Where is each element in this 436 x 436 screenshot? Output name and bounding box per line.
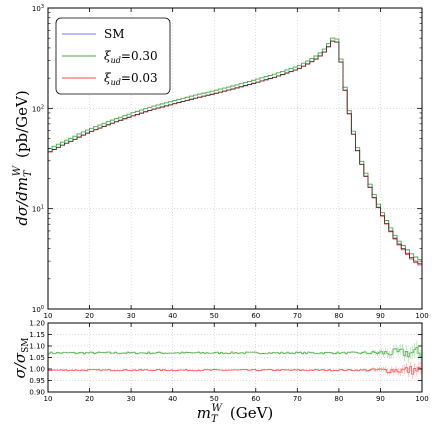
ratio-x-tick-label: 100	[415, 395, 428, 403]
ratio-y-axis-title-sub: SM	[21, 338, 31, 353]
ratio-y-axis-title-main: σ/σ	[11, 352, 29, 378]
ratio-x-tick-label: 10	[44, 395, 53, 403]
main-y-tick-label: 101	[32, 205, 44, 214]
ratio-x-ticks: 10 20 30 40 50 60 70 80 90 100	[44, 323, 429, 403]
ratio-y-tick-label: 1.05	[29, 354, 45, 362]
main-y-tick-base: 10	[32, 5, 41, 13]
legend-label-xi-030: ξud=0.30	[104, 49, 158, 65]
main-x-ticks: 10 20 30 40 50 60 70 80 90 100	[44, 8, 429, 320]
main-y-tick-exp: 2	[41, 104, 44, 110]
legend-label-xi-003-sym: ξ	[104, 71, 112, 85]
main-y-tick-exp: 0	[41, 305, 44, 311]
main-x-tick-label: 70	[293, 312, 302, 320]
main-y-axis-title-sub: T	[23, 169, 34, 177]
main-x-tick-label: 10	[44, 312, 53, 320]
legend-label-xi-030-sym: ξ	[104, 49, 112, 63]
main-y-axis-title-unit: (pb/GeV)	[13, 90, 31, 158]
main-y-tick-base: 10	[32, 105, 41, 113]
legend-label-xi-003-sub: ud	[111, 78, 121, 87]
ratio-x-axis-title-sub: T	[211, 414, 219, 425]
ratio-x-axis-title-unit: (GeV)	[230, 404, 273, 422]
legend-box	[55, 17, 171, 95]
ratio-x-tick-label: 60	[251, 395, 260, 403]
main-y-tick-exp: 1	[41, 205, 44, 211]
main-x-tick-label: 50	[210, 312, 219, 320]
main-x-tick-label: 30	[127, 312, 136, 320]
legend-label-sm: SM	[104, 27, 125, 41]
ratio-series	[48, 340, 422, 380]
ratio-x-tick-label: 50	[210, 395, 219, 403]
ratio-x-axis-title: mTW (GeV)	[197, 403, 274, 425]
ratio-y-tick-label: 1.20	[29, 320, 45, 328]
ratio-x-tick-label: 20	[85, 395, 94, 403]
main-y-axis-title-sup: W	[12, 165, 23, 176]
main-y-tick-label: 102	[32, 104, 44, 113]
ratio-y-ticks: 0.90 0.95 1.00 1.05 1.10 1.15 1.20	[29, 320, 422, 397]
main-plot-frame	[47, 7, 423, 310]
legend: SM ξud=0.30 ξud=0.03	[55, 17, 171, 95]
legend-label-xi-003: ξud=0.03	[104, 71, 158, 87]
main-y-tick-base: 10	[32, 206, 41, 214]
main-x-tick-label: 40	[168, 312, 177, 320]
main-x-tick-label: 100	[415, 312, 428, 320]
ratio-x-tick-label: 90	[376, 395, 385, 403]
main-y-tick-label: 103	[32, 4, 44, 13]
main-series-xi-030	[48, 37, 422, 261]
main-series	[48, 37, 422, 266]
main-x-tick-label: 60	[251, 312, 260, 320]
ratio-y-tick-label: 1.10	[29, 343, 45, 351]
ratio-panel: 10 20 30 40 50 60 70 80 90 100 0.90 0.95 1.00 1.05 1.…	[11, 320, 429, 426]
main-y-axis-title: dσ/dmTW (pb/GeV)	[12, 90, 34, 225]
legend-label-xi-030-val: =0.30	[121, 49, 158, 63]
ratio-series-xi-030	[48, 347, 422, 358]
ratio-x-axis-title-main: m	[197, 404, 211, 422]
ratio-x-axis-title-sup: W	[212, 403, 223, 414]
main-y-tick-base: 10	[32, 306, 41, 314]
ratio-y-tick-label: 0.95	[29, 377, 45, 385]
main-x-tick-label: 80	[334, 312, 343, 320]
main-y-tick-label: 100	[32, 305, 44, 314]
ratio-y-axis-title: σ/σSM	[11, 338, 31, 379]
main-x-tick-label: 20	[85, 312, 94, 320]
main-x-tick-label: 90	[376, 312, 385, 320]
main-series-sm	[48, 40, 422, 265]
ratio-y-tick-label: 0.90	[29, 389, 45, 397]
legend-label-xi-003-val: =0.03	[121, 71, 158, 85]
ratio-y-tick-label: 1.00	[29, 366, 45, 374]
ratio-x-tick-label: 40	[168, 395, 177, 403]
main-y-axis-title-main: dσ/dm	[13, 177, 31, 226]
ratio-x-tick-label: 80	[334, 395, 343, 403]
main-y-tick-exp: 3	[41, 4, 44, 10]
ratio-series-xi-003	[48, 366, 422, 375]
legend-label-xi-030-sub: ud	[111, 56, 121, 65]
ratio-x-tick-label: 70	[293, 395, 302, 403]
ratio-y-tick-label: 1.15	[29, 331, 45, 339]
ratio-x-tick-label: 30	[127, 395, 136, 403]
